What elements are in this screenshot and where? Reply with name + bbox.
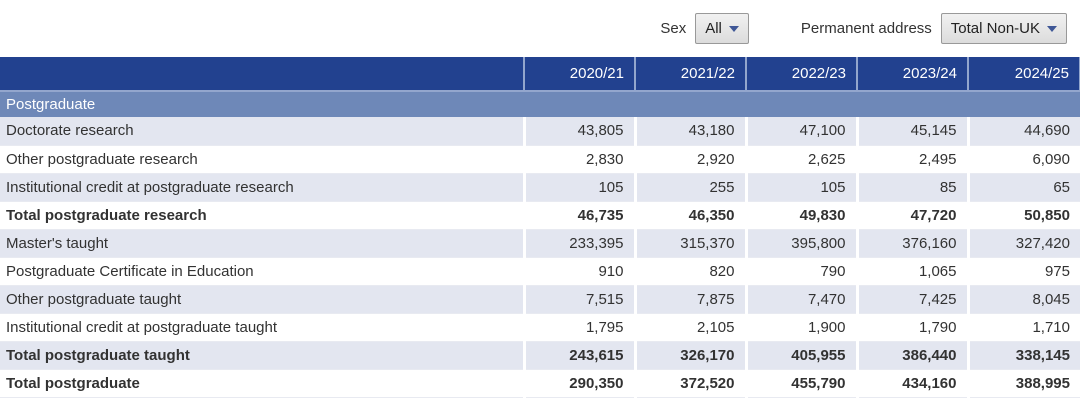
- cell-value: 338,145: [966, 341, 1080, 370]
- cell-value: 44,690: [966, 117, 1080, 146]
- cell-value: 820: [633, 257, 746, 286]
- cell-value: 105: [522, 173, 635, 202]
- cell-value: 7,875: [633, 285, 746, 314]
- cell-value: 315,370: [633, 229, 746, 258]
- section-row: Postgraduate: [0, 91, 1080, 117]
- table-row: Total postgraduate taught 243,615 326,170 4…: [0, 341, 1080, 370]
- cell-value: 47,720: [855, 201, 968, 230]
- row-label: Postgraduate Certificate in Education: [0, 257, 524, 286]
- table-row: Doctorate research 43,805 43,180 47,100 45,1…: [0, 117, 1080, 146]
- cell-value: 43,180: [633, 117, 746, 146]
- table-row: Other postgraduate taught 7,515 7,875 7,470…: [0, 285, 1080, 314]
- cell-value: 2,920: [633, 145, 746, 174]
- cell-value: 43,805: [522, 117, 635, 146]
- cell-value: 50,850: [966, 201, 1080, 230]
- cell-value: 105: [744, 173, 857, 202]
- row-label: Master's taught: [0, 229, 524, 258]
- sex-dropdown-value: All: [705, 20, 722, 37]
- cell-value: 395,800: [744, 229, 857, 258]
- table-row: Total postgraduate research 46,735 46,350 4…: [0, 201, 1080, 230]
- row-label-column-header: [0, 57, 524, 92]
- chevron-down-icon: [1047, 25, 1057, 32]
- cell-value: 6,090: [966, 145, 1080, 174]
- row-label: Total postgraduate: [0, 369, 524, 398]
- cell-value: 2,495: [855, 145, 968, 174]
- row-label: Other postgraduate research: [0, 145, 524, 174]
- table-row: Institutional credit at postgraduate res…: [0, 173, 1080, 202]
- year-column-header: 2022/23: [745, 57, 857, 92]
- cell-value: 2,105: [633, 313, 746, 342]
- cell-value: 255: [633, 173, 746, 202]
- table-row: Postgraduate Certificate in Education 910…: [0, 257, 1080, 286]
- year-column-header: 2024/25: [967, 57, 1080, 92]
- cell-value: 386,440: [855, 341, 968, 370]
- cell-value: 327,420: [966, 229, 1080, 258]
- cell-value: 7,470: [744, 285, 857, 314]
- cell-value: 1,710: [966, 313, 1080, 342]
- table-row: Institutional credit at postgraduate tau…: [0, 313, 1080, 342]
- chevron-down-icon: [728, 25, 739, 32]
- row-label: Doctorate research: [0, 117, 524, 146]
- sex-filter-label: Sex: [660, 20, 687, 37]
- cell-value: 910: [522, 257, 635, 286]
- table-row: Master's taught 233,395 315,370 395,800 376,…: [0, 229, 1080, 258]
- cell-value: 8,045: [966, 285, 1080, 314]
- cell-value: 2,830: [522, 145, 635, 174]
- statistics-table: 2020/21 2021/22 2022/23 2023/24 2024/25 Post…: [0, 57, 1080, 398]
- filter-bar: Sex All Permanent address Total Non-UK: [0, 0, 1080, 57]
- row-label: Other postgraduate taught: [0, 285, 524, 314]
- table-row: Total postgraduate 290,350 372,520 455,790 4…: [0, 369, 1080, 398]
- permanent-address-dropdown-value: Total Non-UK: [950, 20, 1040, 37]
- cell-value: 1,795: [522, 313, 635, 342]
- cell-value: 455,790: [744, 369, 857, 398]
- row-label: Institutional credit at postgraduate tau…: [0, 313, 524, 342]
- cell-value: 388,995: [966, 369, 1080, 398]
- cell-value: 326,170: [633, 341, 746, 370]
- cell-value: 233,395: [522, 229, 635, 258]
- table-body: Postgraduate Doctorate research 43,805 43,…: [0, 91, 1080, 398]
- cell-value: 243,615: [522, 341, 635, 370]
- cell-value: 1,790: [855, 313, 968, 342]
- row-label: Total postgraduate research: [0, 201, 524, 230]
- permanent-address-filter-group: Permanent address Total Non-UK: [801, 13, 1067, 44]
- table-header-row: 2020/21 2021/22 2022/23 2023/24 2024/25: [0, 57, 1080, 92]
- year-column-header: 2021/22: [634, 57, 746, 92]
- cell-value: 46,350: [633, 201, 746, 230]
- cell-value: 7,515: [522, 285, 635, 314]
- row-label: Total postgraduate taught: [0, 341, 524, 370]
- permanent-address-dropdown[interactable]: Total Non-UK: [940, 13, 1067, 44]
- sex-filter-group: Sex All: [660, 13, 749, 44]
- cell-value: 49,830: [744, 201, 857, 230]
- sex-dropdown[interactable]: All: [695, 13, 749, 44]
- cell-value: 1,065: [855, 257, 968, 286]
- row-label: Institutional credit at postgraduate res…: [0, 173, 524, 202]
- cell-value: 405,955: [744, 341, 857, 370]
- year-column-header: 2020/21: [523, 57, 635, 92]
- cell-value: 1,900: [744, 313, 857, 342]
- cell-value: 65: [966, 173, 1080, 202]
- cell-value: 7,425: [855, 285, 968, 314]
- cell-value: 975: [966, 257, 1080, 286]
- year-column-header: 2023/24: [856, 57, 968, 92]
- cell-value: 290,350: [522, 369, 635, 398]
- cell-value: 2,625: [744, 145, 857, 174]
- cell-value: 45,145: [855, 117, 968, 146]
- table-row: Other postgraduate research 2,830 2,920 2,6…: [0, 145, 1080, 174]
- cell-value: 46,735: [522, 201, 635, 230]
- cell-value: 372,520: [633, 369, 746, 398]
- cell-value: 85: [855, 173, 968, 202]
- section-title: Postgraduate: [0, 91, 1080, 117]
- permanent-address-filter-label: Permanent address: [800, 20, 932, 37]
- cell-value: 790: [744, 257, 857, 286]
- cell-value: 434,160: [855, 369, 968, 398]
- cell-value: 47,100: [744, 117, 857, 146]
- cell-value: 376,160: [855, 229, 968, 258]
